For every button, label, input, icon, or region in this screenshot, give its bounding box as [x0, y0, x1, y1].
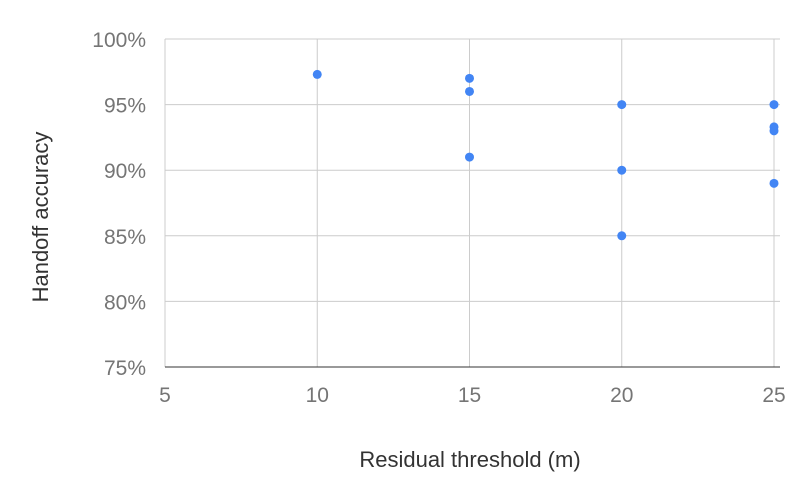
y-axis-title: Handoff accuracy: [28, 132, 53, 303]
data-point: [465, 152, 474, 162]
data-point: [769, 126, 779, 136]
y-tick-label: 100%: [92, 29, 146, 52]
x-tick-label: 15: [458, 384, 481, 407]
x-tick-label: 10: [306, 384, 329, 407]
grid-layer: [164, 38, 780, 367]
x-tick-label: 25: [762, 384, 785, 407]
data-point: [312, 69, 322, 79]
data-point: [617, 231, 627, 241]
data-point: [617, 165, 627, 175]
y-tick-label: 80%: [104, 291, 146, 314]
data-point: [769, 100, 779, 110]
data-point: [617, 100, 627, 110]
data-point: [465, 86, 474, 96]
y-tick-label: 95%: [104, 95, 146, 118]
x-tick-label: 20: [610, 384, 633, 407]
data-point: [465, 73, 474, 83]
tick-labels: 75% 80% 85% 90% 95% 100% 5 10 15 20 25: [92, 29, 785, 407]
data-point: [769, 178, 779, 188]
y-tick-label: 75%: [104, 357, 146, 380]
y-tick-label: 85%: [104, 226, 146, 249]
x-axis-title: Residual threshold (m): [359, 447, 580, 472]
x-tick-label: 5: [159, 384, 171, 407]
y-tick-label: 90%: [104, 160, 146, 183]
data-points: [312, 69, 779, 241]
